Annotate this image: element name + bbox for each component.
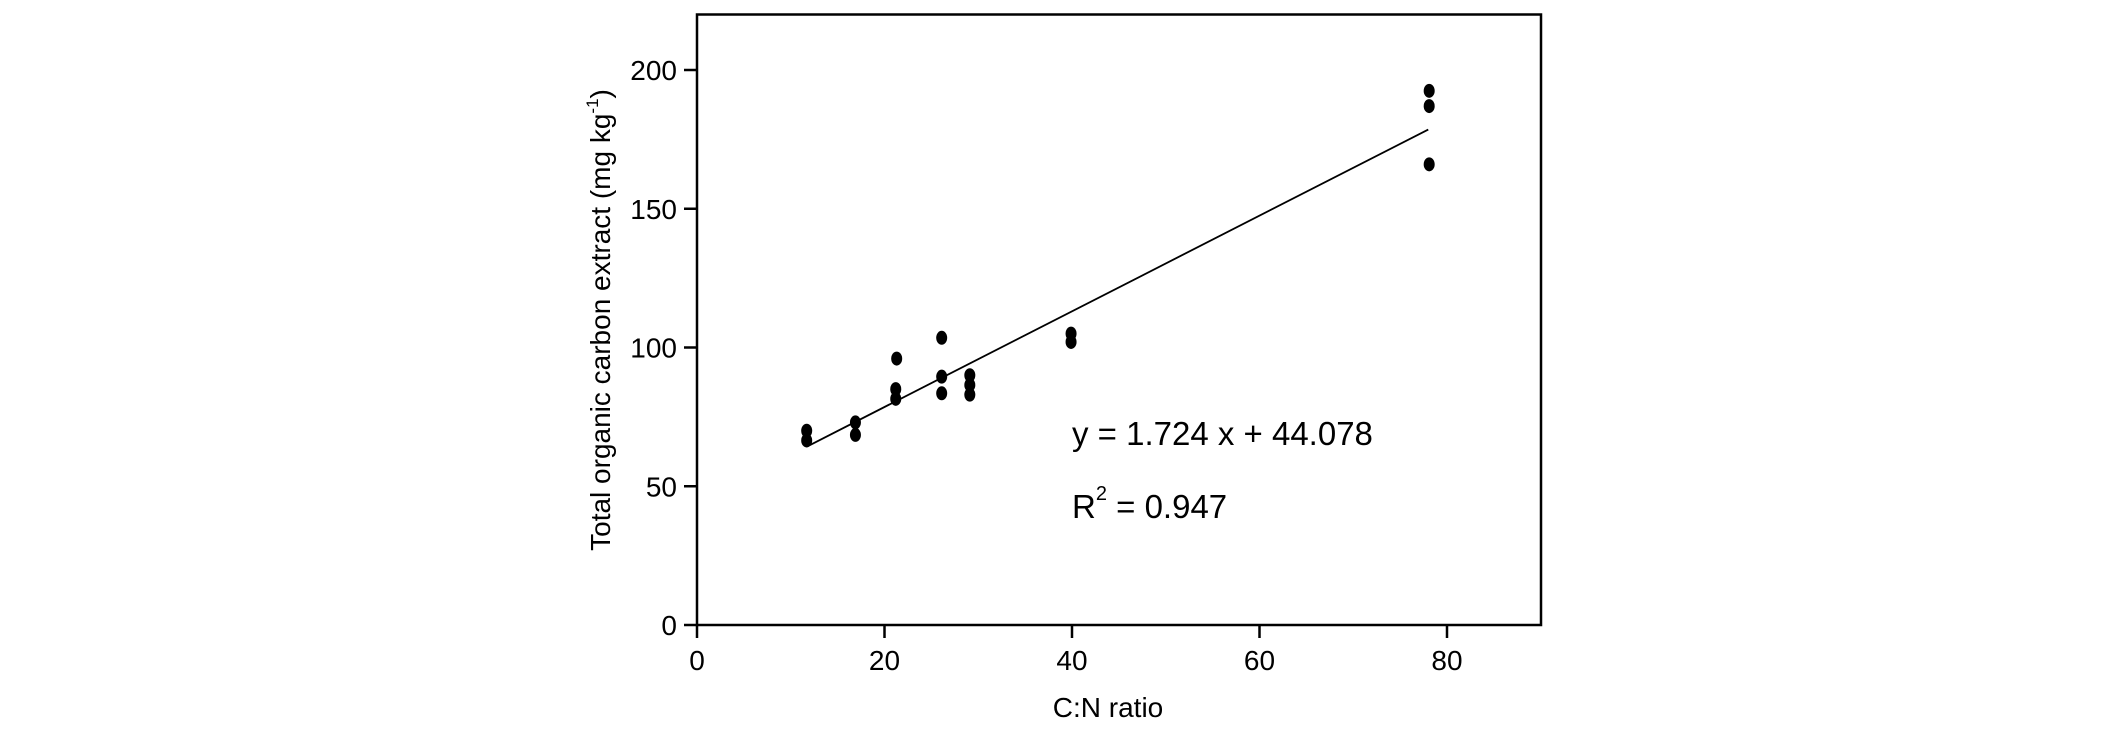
y-axis-label-close: ) — [585, 89, 616, 98]
scatter-point — [964, 387, 976, 402]
x-axis-label: C:N ratio — [1053, 692, 1163, 723]
scatter-point — [849, 415, 861, 430]
y-axis-label: Total organic carbon extract (mg kg-1) — [583, 89, 616, 551]
scatter-point — [890, 391, 902, 406]
x-tick-label: 40 — [1056, 645, 1087, 676]
x-tick-label: 60 — [1244, 645, 1275, 676]
scatter-point — [1423, 99, 1435, 114]
y-axis-ticks: 0 50 100 150 200 — [630, 55, 697, 641]
scatter-point — [1423, 83, 1435, 98]
x-axis-ticks: 0 20 40 60 80 — [689, 625, 1463, 676]
r-squared-base: R — [1072, 488, 1096, 525]
scatter-point — [936, 330, 948, 345]
r-squared-value: = 0.947 — [1107, 488, 1227, 525]
x-tick-label: 20 — [869, 645, 900, 676]
r-squared-text: R2 = 0.947 — [1072, 483, 1227, 525]
scatter-point — [890, 382, 902, 397]
scatter-point — [936, 369, 948, 384]
scatter-point — [936, 386, 948, 401]
plot-frame — [695, 13, 1543, 627]
y-tick-label: 100 — [630, 333, 677, 364]
scatter-point — [801, 433, 813, 448]
y-tick-label: 50 — [646, 471, 677, 502]
regression-line — [809, 128, 1429, 447]
y-tick-label: 0 — [661, 610, 677, 641]
scatter-points — [801, 83, 1435, 448]
y-tick-label: 200 — [630, 55, 677, 86]
r-squared-exponent: 2 — [1096, 483, 1107, 505]
y-axis-label-base: Total organic carbon extract (mg kg — [585, 114, 616, 551]
scatter-point — [1065, 326, 1077, 341]
y-axis-label-exponent: -1 — [583, 98, 602, 113]
scatter-point — [964, 368, 976, 383]
scatter-point — [849, 427, 861, 442]
scatter-point — [891, 351, 903, 366]
x-tick-label: 80 — [1431, 645, 1462, 676]
equation-text: y = 1.724 x + 44.078 — [1072, 415, 1373, 452]
y-tick-label: 150 — [630, 194, 677, 225]
scatter-point — [964, 377, 976, 392]
x-tick-label: 0 — [689, 645, 705, 676]
scatter-point — [1423, 157, 1435, 172]
scatter-point — [801, 423, 813, 438]
